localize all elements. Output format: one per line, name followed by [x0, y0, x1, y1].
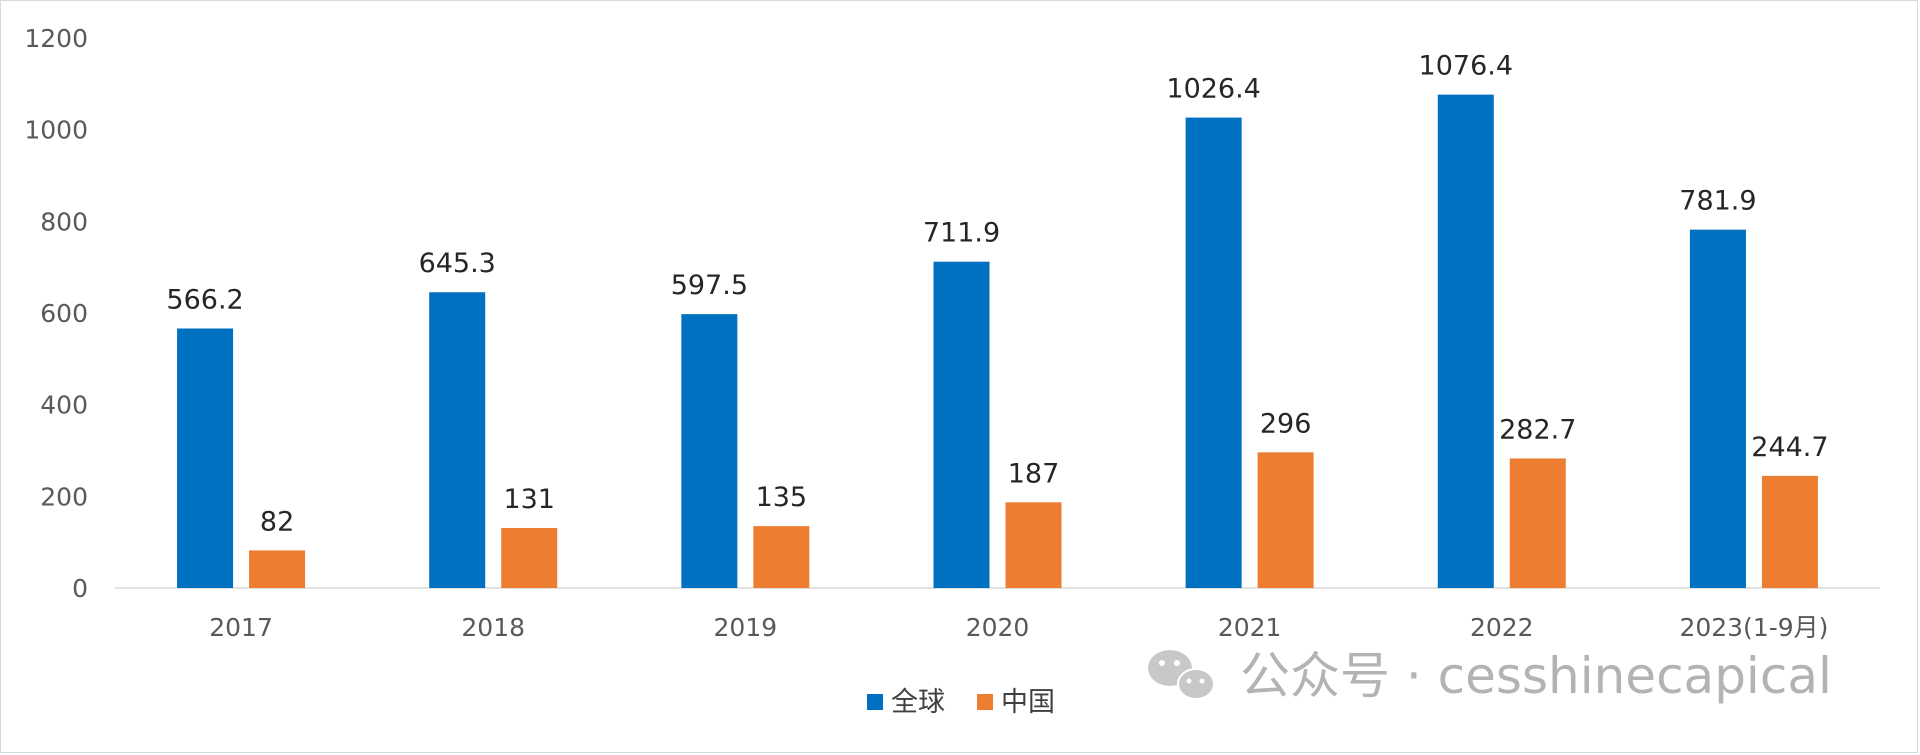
bar-china-2: [753, 526, 810, 588]
legend-label: 全球: [891, 687, 945, 718]
bar-global-0: [177, 328, 234, 588]
x-tick-label: 2022: [1470, 613, 1534, 642]
x-tick-label: 2021: [1218, 613, 1282, 642]
x-tick-label: 2023(1-9月): [1679, 613, 1828, 642]
y-tick-label: 400: [40, 391, 88, 420]
data-label: 187: [1008, 458, 1060, 489]
bar-global-3: [933, 261, 990, 588]
x-tick-label: 2017: [209, 613, 273, 642]
bars: 566.2 82 645.3 131 597.5 135 711.9 187 1026.4 296…: [166, 51, 1829, 589]
bar-global-5: [1437, 94, 1494, 589]
bar-china-5: [1509, 458, 1566, 588]
x-tick-label: 2018: [461, 613, 525, 642]
data-label: 296: [1260, 408, 1312, 439]
data-label: 597.5: [671, 270, 748, 301]
watermark: 公众号 · cesshinecapical: [1148, 647, 1832, 705]
bar-china-0: [249, 550, 306, 588]
data-label: 645.3: [419, 248, 496, 279]
x-tick-label: 2020: [966, 613, 1030, 642]
bar-global-6: [1689, 229, 1746, 589]
x-tick-label: 2019: [714, 613, 778, 642]
bar-china-1: [501, 527, 558, 588]
y-axis: 0 200 400 600 800 1000 1200: [24, 24, 88, 603]
legend: 全球 中国: [867, 687, 1055, 718]
data-label: 135: [756, 482, 808, 513]
wechat-icon: [1148, 650, 1215, 700]
legend-label: 中国: [1001, 687, 1055, 718]
y-tick-label: 800: [40, 207, 88, 236]
legend-swatch-global: [867, 694, 883, 710]
data-label: 1026.4: [1166, 74, 1260, 105]
data-label: 82: [260, 506, 294, 537]
y-tick-label: 200: [40, 482, 88, 511]
data-label: 781.9: [1679, 186, 1756, 217]
y-tick-label: 0: [72, 574, 88, 603]
y-tick-label: 1000: [24, 116, 88, 145]
bar-global-1: [429, 292, 486, 588]
data-label: 711.9: [923, 218, 1000, 249]
y-tick-label: 600: [40, 299, 88, 328]
data-label: 131: [503, 484, 555, 515]
bar-global-4: [1185, 117, 1242, 589]
data-label: 282.7: [1499, 414, 1576, 445]
data-label: 244.7: [1751, 432, 1828, 463]
x-axis: 2017 2018 2019 2020 2021 2022 2023(1-9月): [209, 613, 1828, 642]
bar-china-6: [1761, 475, 1818, 588]
y-tick-label: 1200: [24, 24, 88, 53]
watermark-text: 公众号 · cesshinecapical: [1240, 647, 1832, 705]
bar-china-3: [1005, 502, 1062, 588]
bar-china-4: [1257, 452, 1314, 588]
data-label: 566.2: [166, 284, 243, 315]
legend-swatch-china: [977, 694, 993, 710]
bar-global-2: [681, 314, 738, 588]
data-label: 1076.4: [1419, 51, 1513, 82]
